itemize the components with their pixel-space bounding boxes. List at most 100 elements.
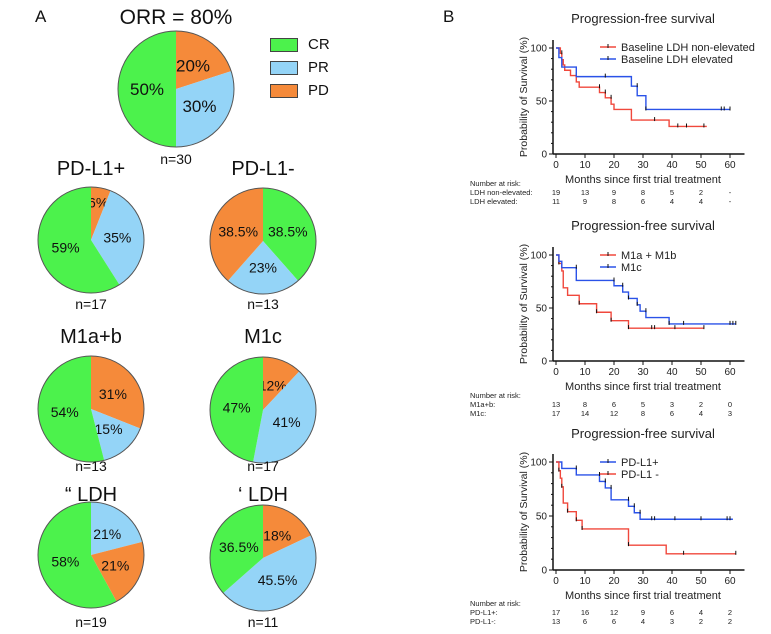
risk-table-row-label: M1a+b:	[470, 400, 495, 409]
km-plot-3: Progression-free survival 0 50 100 0 10 20 30 40…	[470, 426, 745, 626]
risk-table-value: 4	[641, 617, 645, 626]
risk-table-value: 8	[641, 188, 645, 197]
risk-table-value: 0	[728, 400, 732, 409]
x-tick-label: 60	[724, 160, 736, 171]
pie-slice-label: 21%	[101, 557, 129, 573]
risk-table-value: 14	[581, 409, 589, 418]
risk-table-value: 6	[612, 617, 616, 626]
pie-slice-pr	[91, 409, 141, 461]
pie-outline	[209, 356, 317, 464]
pie-slice-cr	[38, 187, 120, 293]
y-tick-label: 0	[541, 150, 547, 161]
risk-table-value: 4	[699, 608, 703, 617]
risk-table-value: 2	[728, 617, 732, 626]
pie-slice-label: 31%	[99, 386, 127, 402]
risk-table-value: 6	[583, 617, 587, 626]
x-tick-label: 20	[608, 576, 620, 587]
pie-slice-pd	[263, 505, 311, 558]
km-legend-label: Baseline LDH non-elevated	[621, 42, 755, 54]
legend-item-pd: PD	[270, 79, 330, 102]
km-title: Progression-free survival	[571, 426, 715, 441]
x-tick-label: 0	[553, 576, 559, 587]
legend-label: CR	[308, 36, 330, 53]
risk-table-value: 9	[612, 188, 616, 197]
pie-slice-label: 45.5%	[258, 572, 298, 588]
risk-table-value: 6	[670, 608, 674, 617]
risk-table-value: -	[729, 188, 732, 197]
pie-slice-label: 41%	[273, 414, 301, 430]
pie-slice-cr	[38, 502, 117, 608]
pie-slice-label: 38.5%	[218, 224, 258, 240]
pie-n-ldh-low: n=19	[75, 614, 107, 630]
pie-slice-pr	[223, 535, 316, 612]
x-tick-label: 40	[666, 367, 678, 378]
pie-slice-label: 23%	[249, 259, 277, 275]
pie-n-pdl1-pos: n=17	[75, 296, 107, 312]
pie-title-pdl1-pos: PD-L1+	[56, 158, 126, 180]
pie-slice-label: 50%	[130, 80, 164, 99]
km-title: Progression-free survival	[571, 218, 715, 233]
pie-slice-pd	[91, 541, 145, 602]
km-legend-label: PD-L1+	[621, 457, 659, 469]
legend-swatch	[270, 37, 298, 52]
pie-slice-pd	[263, 357, 300, 410]
risk-table-value: 8	[583, 400, 587, 409]
pie-title-ldh-low: “ LDH	[64, 484, 118, 506]
pie-n-pdl1-neg: n=13	[247, 296, 279, 312]
pie-slice-pd	[91, 186, 111, 240]
risk-table-value: 5	[641, 400, 645, 409]
pie-slice-label: 36.5%	[219, 539, 259, 555]
risk-table-header: Number at risk:	[470, 179, 521, 188]
pie-outline	[209, 504, 317, 612]
pie-slice-cr	[209, 357, 263, 463]
km-series-line	[556, 254, 736, 325]
risk-table-value: 13	[552, 400, 560, 409]
pie-title-m1ab: M1a+b	[60, 326, 122, 348]
pie-slice-pr	[91, 190, 145, 285]
legend-item-pr: PR	[270, 56, 330, 79]
pie-outline	[37, 186, 145, 294]
pie-slice-label: 35%	[103, 229, 131, 245]
panel-a-label: A	[35, 7, 47, 26]
risk-table-value: 12	[610, 608, 618, 617]
risk-table-row-label: M1c:	[470, 409, 486, 418]
risk-table-value: 3	[728, 409, 732, 418]
y-tick-label: 100	[530, 251, 547, 262]
y-tick-label: 0	[541, 357, 547, 368]
pie-title-orr: ORR = 80%	[119, 6, 233, 29]
risk-table-value: 4	[699, 409, 703, 418]
risk-table-value: 6	[612, 400, 616, 409]
km-series-line	[556, 461, 733, 520]
risk-table-value: 17	[552, 409, 560, 418]
y-tick-label: 50	[536, 97, 548, 108]
x-tick-label: 20	[608, 367, 620, 378]
risk-table-row-label: PD-L1-:	[470, 617, 496, 626]
risk-table-value: 19	[552, 188, 560, 197]
risk-table-value: 11	[552, 197, 560, 206]
risk-table-value: 2	[699, 617, 703, 626]
pie-slice-label: 38.5%	[268, 224, 308, 240]
km-legend-label: M1a + M1b	[621, 250, 676, 262]
risk-table-value: 4	[699, 197, 703, 206]
risk-table-value: 3	[670, 400, 674, 409]
risk-table-value: 6	[641, 197, 645, 206]
pie-outline	[37, 355, 145, 463]
y-tick-label: 50	[536, 304, 548, 315]
km-legend-label: Baseline LDH elevated	[621, 54, 733, 66]
x-tick-label: 40	[666, 576, 678, 587]
pie-outline	[37, 501, 145, 609]
risk-table-value: 9	[641, 608, 645, 617]
x-tick-label: 10	[579, 160, 591, 171]
pie-slice-pr	[227, 241, 299, 294]
pie-slice-cr	[118, 31, 176, 147]
risk-table-value: 12	[610, 409, 618, 418]
pie-slice-label: 47%	[223, 399, 251, 415]
y-axis-label: Probability of Survival (%)	[518, 244, 530, 364]
risk-table-value: 2	[699, 400, 703, 409]
pie-slice-label: 54%	[51, 404, 79, 420]
pie-n-m1c: n=17	[247, 458, 279, 474]
